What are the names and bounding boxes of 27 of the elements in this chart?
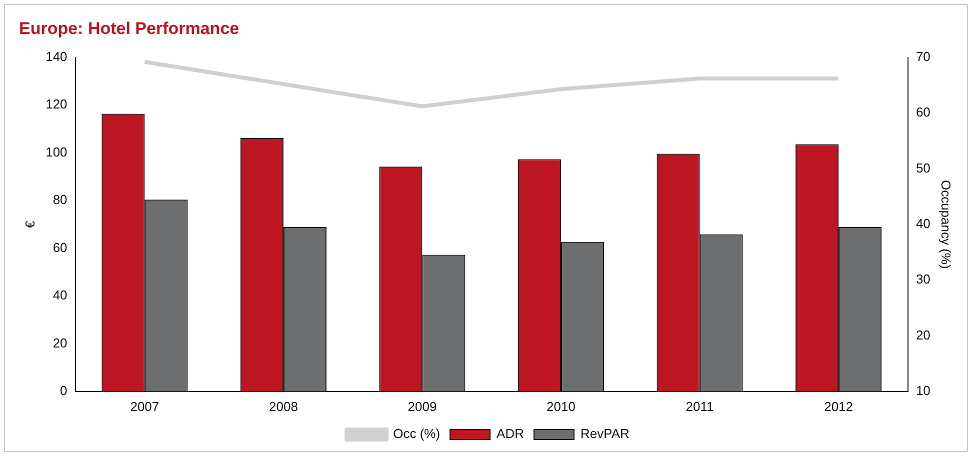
- legend-label: ADR: [496, 426, 524, 442]
- x-tick-label: 2012: [824, 398, 854, 414]
- x-tick-label: 2009: [408, 398, 437, 414]
- y2-tick-label: 70: [916, 48, 930, 64]
- y-tick-label: 80: [52, 192, 68, 208]
- y-tick-label: 140: [46, 48, 68, 64]
- y-tick-label: 20: [52, 335, 68, 350]
- y2-tick-label: 60: [916, 104, 930, 120]
- y-tick-label: 60: [52, 240, 68, 255]
- y-axis-title: €: [22, 220, 38, 228]
- x-tick-label: 2008: [268, 398, 298, 414]
- legend-label: Occ (%): [393, 426, 440, 442]
- y2-tick-label: 40: [916, 216, 930, 231]
- y2-axis-title: Occupancy (%): [938, 180, 954, 269]
- x-tick-label: 2010: [546, 398, 576, 414]
- y2-tick-label: 30: [916, 272, 930, 287]
- y2-tick-label: 50: [916, 160, 930, 176]
- legend-label: RevPAR: [580, 426, 630, 442]
- y-tick-label: 100: [46, 144, 68, 160]
- x-tick-label: 2007: [130, 398, 160, 414]
- y-tick-label: 120: [46, 96, 68, 112]
- y-tick-label: 40: [52, 288, 68, 303]
- y2-tick-label: 10: [916, 382, 930, 398]
- y2-tick-label: 20: [916, 327, 930, 342]
- y-tick-label: 0: [60, 382, 68, 398]
- x-tick-label: 2011: [686, 398, 714, 414]
- chart-title: Europe: Hotel Performance: [19, 18, 240, 38]
